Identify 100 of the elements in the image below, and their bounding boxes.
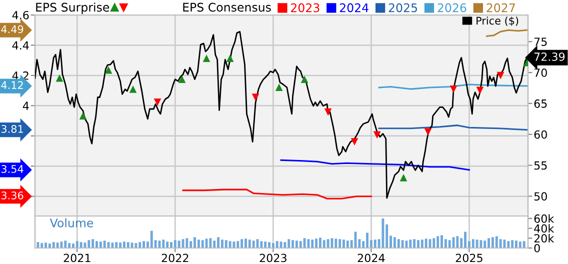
line-series xyxy=(486,29,528,37)
bar xyxy=(420,240,424,248)
bar xyxy=(194,237,196,248)
bar xyxy=(488,238,490,248)
bar xyxy=(56,242,59,248)
point xyxy=(350,138,358,146)
bar xyxy=(209,238,212,248)
bar xyxy=(248,240,251,248)
y2-tick-label: 40k xyxy=(534,224,554,233)
legend-label: 2027 xyxy=(486,3,515,12)
bar xyxy=(436,236,440,248)
bar xyxy=(60,242,63,248)
bar xyxy=(268,242,270,248)
bar xyxy=(92,239,94,248)
bar xyxy=(440,235,443,248)
bar xyxy=(366,232,368,248)
bar xyxy=(518,242,522,248)
bar xyxy=(252,240,255,248)
x-tick-label: 2022 xyxy=(162,254,188,262)
legend-label: 2024 xyxy=(340,3,368,12)
x-tick-label: 2025 xyxy=(456,254,482,262)
bar xyxy=(303,238,306,248)
bar xyxy=(405,240,408,248)
bar xyxy=(338,239,342,248)
bar xyxy=(178,240,180,248)
bar xyxy=(276,241,278,248)
bar xyxy=(374,240,376,248)
bar xyxy=(88,240,90,248)
point xyxy=(324,108,332,116)
bar xyxy=(201,240,204,248)
bar xyxy=(499,239,502,248)
text: 3.81 xyxy=(1,125,23,133)
bar xyxy=(44,242,48,248)
bar xyxy=(240,239,244,248)
point xyxy=(154,98,162,106)
bar xyxy=(272,243,274,248)
bar xyxy=(307,239,310,248)
y2-tick-label: 65 xyxy=(534,99,547,108)
bar xyxy=(122,242,126,248)
point xyxy=(56,74,64,82)
bar xyxy=(138,242,142,248)
point xyxy=(79,112,87,120)
bar xyxy=(413,239,416,248)
bar xyxy=(448,240,451,248)
bar xyxy=(322,240,326,248)
bar xyxy=(213,240,216,248)
point xyxy=(178,76,186,83)
bar xyxy=(456,236,459,248)
legend-label: 2023 xyxy=(290,3,320,12)
bar xyxy=(511,240,514,248)
bar xyxy=(288,239,290,248)
bar xyxy=(72,244,74,248)
bar xyxy=(326,239,330,248)
bar xyxy=(409,240,412,248)
x-tick-label: 2024 xyxy=(358,254,385,262)
bar xyxy=(232,242,236,248)
bar xyxy=(264,242,267,248)
bar xyxy=(150,230,153,248)
point xyxy=(252,94,260,101)
bar xyxy=(96,241,98,248)
y-tick-label: 4.4 xyxy=(12,41,29,50)
bar xyxy=(495,236,498,248)
bar xyxy=(284,242,286,248)
bar xyxy=(397,239,400,248)
y2-tick-label: 60 xyxy=(534,130,547,139)
chart-title: Volume xyxy=(50,218,94,228)
y2-tick-label: 70 xyxy=(534,68,547,77)
bar xyxy=(424,238,428,248)
bar xyxy=(417,240,420,248)
bar xyxy=(318,238,322,248)
point xyxy=(202,54,210,62)
bar xyxy=(480,240,482,248)
bar xyxy=(401,240,404,248)
bar xyxy=(295,240,298,248)
bar xyxy=(334,238,338,248)
bar xyxy=(52,242,55,248)
y-tick-label: 4 xyxy=(22,102,29,110)
bar xyxy=(472,239,474,248)
bar xyxy=(170,242,172,248)
point xyxy=(129,86,137,93)
bar xyxy=(292,240,294,248)
bar xyxy=(126,242,130,248)
bar xyxy=(186,238,188,248)
bar xyxy=(432,238,436,248)
bar xyxy=(115,242,118,248)
bar xyxy=(507,241,510,248)
bar xyxy=(244,238,247,248)
bar xyxy=(464,232,466,248)
bar xyxy=(311,240,314,248)
bar xyxy=(162,240,165,248)
legend-label: 2026 xyxy=(438,3,466,12)
point xyxy=(104,66,112,74)
text: 4.49 xyxy=(1,25,24,34)
point xyxy=(496,72,504,80)
point xyxy=(476,86,484,94)
point xyxy=(300,76,308,83)
bar xyxy=(444,239,447,248)
bar xyxy=(342,240,345,248)
y2-tick-label: 75 xyxy=(534,38,547,46)
bar xyxy=(315,238,318,248)
